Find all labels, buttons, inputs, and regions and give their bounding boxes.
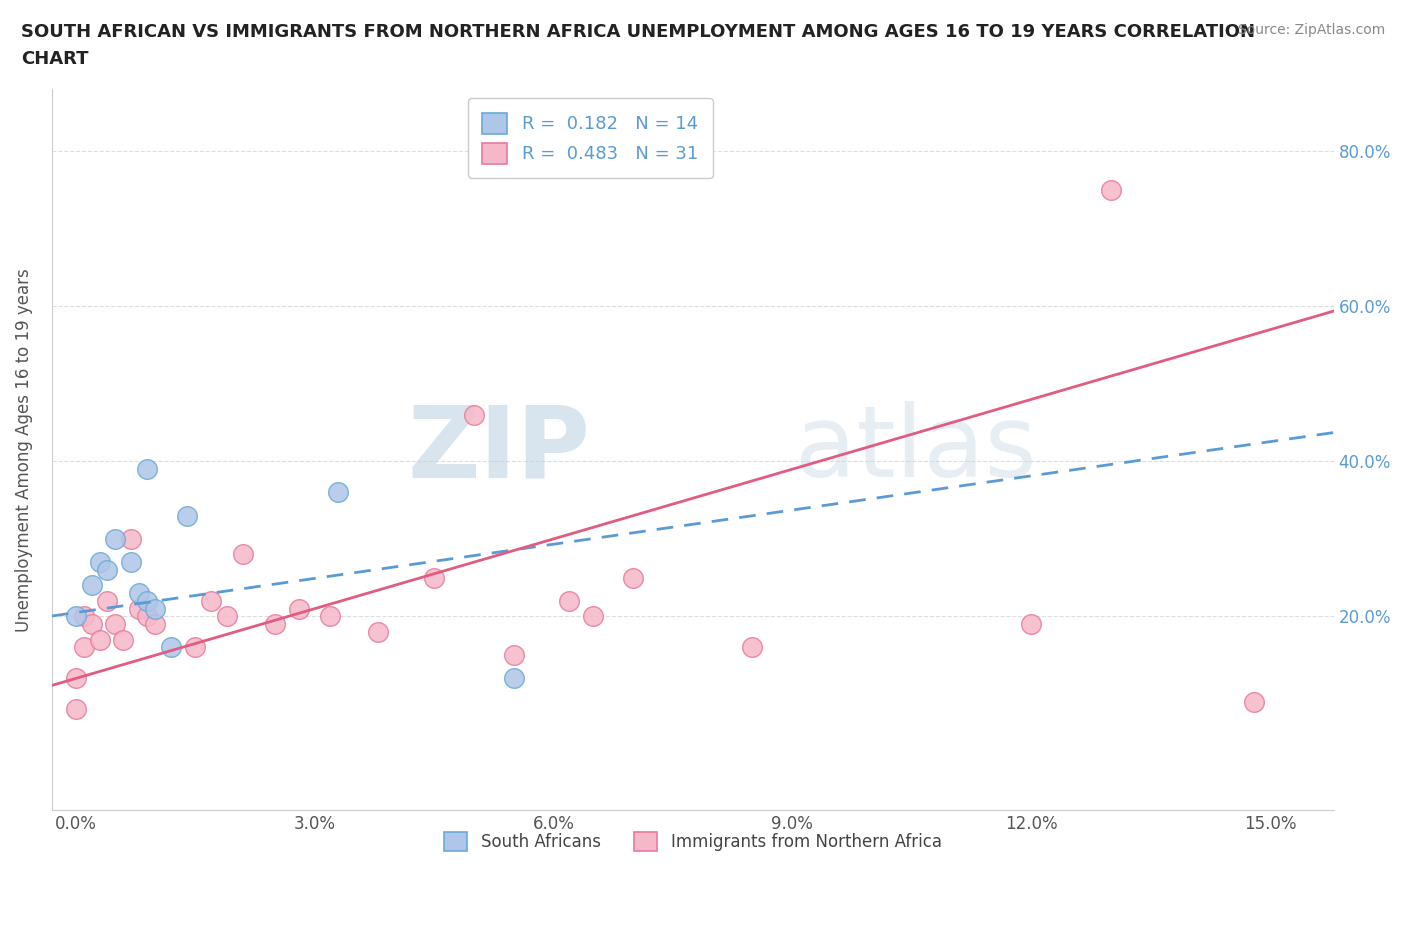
- Point: [741, 640, 763, 655]
- Point: [128, 586, 150, 601]
- Point: [621, 570, 644, 585]
- Legend: South Africans, Immigrants from Northern Africa: South Africans, Immigrants from Northern…: [436, 824, 950, 859]
- Point: [80, 578, 103, 593]
- Point: [176, 509, 198, 524]
- Point: [582, 609, 605, 624]
- Point: [80, 617, 103, 631]
- Point: [287, 602, 309, 617]
- Point: [367, 625, 389, 640]
- Point: [184, 640, 207, 655]
- Point: [1019, 617, 1042, 631]
- Point: [104, 532, 127, 547]
- Point: [423, 570, 446, 585]
- Point: [72, 609, 94, 624]
- Point: [215, 609, 238, 624]
- Point: [200, 593, 222, 608]
- Point: [263, 617, 285, 631]
- Point: [558, 593, 581, 608]
- Point: [96, 593, 118, 608]
- Point: [136, 593, 159, 608]
- Point: [65, 609, 87, 624]
- Point: [120, 555, 142, 570]
- Point: [143, 602, 166, 617]
- Text: ZIP: ZIP: [408, 402, 591, 498]
- Point: [65, 702, 87, 717]
- Point: [463, 407, 485, 422]
- Point: [232, 547, 254, 562]
- Point: [136, 462, 159, 477]
- Point: [1099, 182, 1122, 197]
- Point: [104, 617, 127, 631]
- Point: [65, 671, 87, 686]
- Point: [96, 563, 118, 578]
- Text: atlas: atlas: [796, 402, 1036, 498]
- Point: [502, 648, 524, 663]
- Point: [128, 602, 150, 617]
- Point: [112, 632, 135, 647]
- Point: [328, 485, 350, 500]
- Text: SOUTH AFRICAN VS IMMIGRANTS FROM NORTHERN AFRICA UNEMPLOYMENT AMONG AGES 16 TO 1: SOUTH AFRICAN VS IMMIGRANTS FROM NORTHER…: [21, 23, 1256, 68]
- Point: [160, 640, 183, 655]
- Point: [319, 609, 342, 624]
- Point: [89, 632, 111, 647]
- Point: [143, 617, 166, 631]
- Point: [502, 671, 524, 686]
- Point: [1243, 695, 1265, 710]
- Point: [89, 555, 111, 570]
- Point: [136, 609, 159, 624]
- Point: [72, 640, 94, 655]
- Y-axis label: Unemployment Among Ages 16 to 19 years: Unemployment Among Ages 16 to 19 years: [15, 268, 32, 631]
- Text: Source: ZipAtlas.com: Source: ZipAtlas.com: [1237, 23, 1385, 37]
- Point: [120, 532, 142, 547]
